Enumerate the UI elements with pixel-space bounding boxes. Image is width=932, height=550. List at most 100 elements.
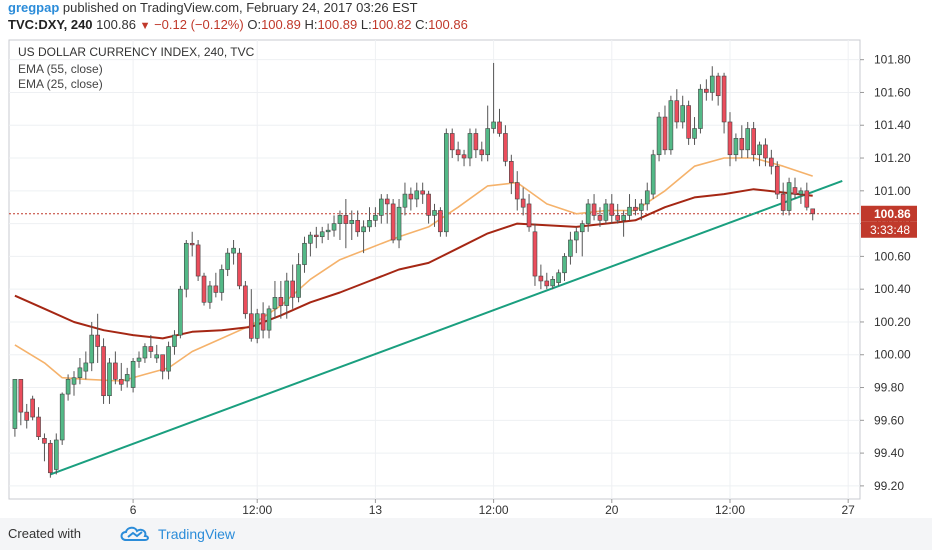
candle-body [603, 203, 609, 221]
candle-body [201, 275, 207, 303]
candle-body [609, 203, 615, 216]
candle-body [95, 334, 100, 347]
candle-body [408, 193, 414, 200]
candle-body [544, 280, 550, 287]
candle [101, 338, 106, 404]
candle [379, 194, 384, 224]
candle-body [579, 223, 585, 233]
price-axis[interactable]: 101.80101.60101.40101.20101.00100.80100.… [860, 53, 917, 493]
candle [686, 100, 691, 145]
candle-body [83, 362, 89, 372]
candle-body [71, 377, 77, 385]
y-tick-label: 101.60 [874, 85, 911, 99]
x-tick-label: 20 [605, 503, 619, 517]
candle-body [438, 210, 443, 233]
candle-body [449, 133, 455, 151]
candle-body [130, 360, 136, 388]
candle-body [585, 203, 591, 224]
candle [780, 182, 786, 216]
symbol-label: TVC:DXY, 240 [8, 17, 93, 32]
candle-body [810, 208, 816, 215]
high-label: H: [304, 17, 318, 32]
candle-body [780, 193, 786, 211]
countdown-badge [861, 221, 917, 238]
y-tick-label: 101.80 [874, 53, 911, 67]
candle [272, 280, 278, 319]
candle-body [804, 190, 810, 208]
plot-area[interactable] [8, 39, 861, 500]
candle [183, 239, 189, 298]
candle-body [455, 149, 461, 156]
tradingview-brand[interactable]: TradingView [158, 526, 236, 542]
legend-ema55[interactable]: EMA (55, close) [18, 62, 103, 76]
candle-body [379, 198, 384, 216]
candle [556, 269, 561, 286]
candle-body [384, 198, 390, 205]
candle [136, 351, 142, 368]
candle [207, 280, 213, 309]
candle [402, 182, 408, 216]
candle [89, 321, 95, 372]
candle [692, 117, 697, 145]
candle-body [107, 362, 112, 397]
candle-body [485, 128, 490, 156]
candle-body [568, 239, 573, 257]
candle-body [786, 182, 792, 211]
candle-body [715, 75, 721, 97]
candle-body [219, 269, 225, 293]
candle-body [284, 280, 290, 306]
price-chart[interactable]: 101.80101.60101.40101.20101.00100.80100.… [0, 0, 932, 518]
candle-body [467, 133, 473, 159]
x-tick-label: 12:00 [479, 503, 509, 517]
candle-body [89, 334, 95, 364]
candle-body [426, 193, 431, 216]
y-tick-label: 101.00 [874, 184, 911, 198]
candle [266, 305, 272, 339]
candle [18, 379, 24, 426]
candle-body [621, 215, 626, 221]
footer-bar: Created with TradingView [0, 518, 932, 550]
author-link[interactable]: gregpap [8, 0, 60, 15]
candle-body [591, 203, 597, 216]
time-axis[interactable]: 6 12:00 13 12:00 20 12:00 27 [130, 499, 855, 517]
candle [520, 187, 526, 216]
candle [325, 223, 331, 240]
candle-body [774, 165, 780, 195]
candle-body [674, 100, 680, 123]
y-tick-label: 100.60 [874, 249, 911, 263]
candle-body [792, 187, 798, 195]
candle-body [497, 121, 502, 134]
y-tick-label: 99.40 [874, 446, 904, 460]
candle-body [325, 229, 331, 233]
candle [278, 280, 284, 319]
candle-body [343, 215, 349, 224]
x-tick-label: 12:00 [242, 503, 272, 517]
candle-body [296, 264, 301, 298]
candle [349, 210, 355, 240]
candle [243, 280, 248, 319]
legend-ema25[interactable]: EMA (25, close) [18, 77, 103, 91]
candle [59, 392, 65, 445]
created-with-text: Created with [8, 526, 81, 541]
last-price-badge [861, 205, 917, 222]
candle-body [172, 334, 177, 347]
candle-body [231, 247, 236, 254]
candle [65, 374, 71, 401]
candle [621, 210, 626, 237]
candle [650, 149, 656, 200]
candle [36, 407, 41, 440]
candle-body [272, 297, 278, 310]
candle [319, 226, 325, 244]
candle-body [260, 313, 266, 331]
candle-body [148, 346, 154, 352]
candle [343, 199, 349, 249]
candle [154, 344, 160, 363]
candle [455, 141, 461, 162]
candle-body [627, 206, 632, 216]
candle-body [136, 357, 142, 362]
candle-body [597, 215, 603, 221]
candle [491, 62, 496, 134]
candle-body [704, 88, 709, 93]
candle-body [124, 374, 130, 382]
last-price: 100.86 [96, 17, 136, 32]
